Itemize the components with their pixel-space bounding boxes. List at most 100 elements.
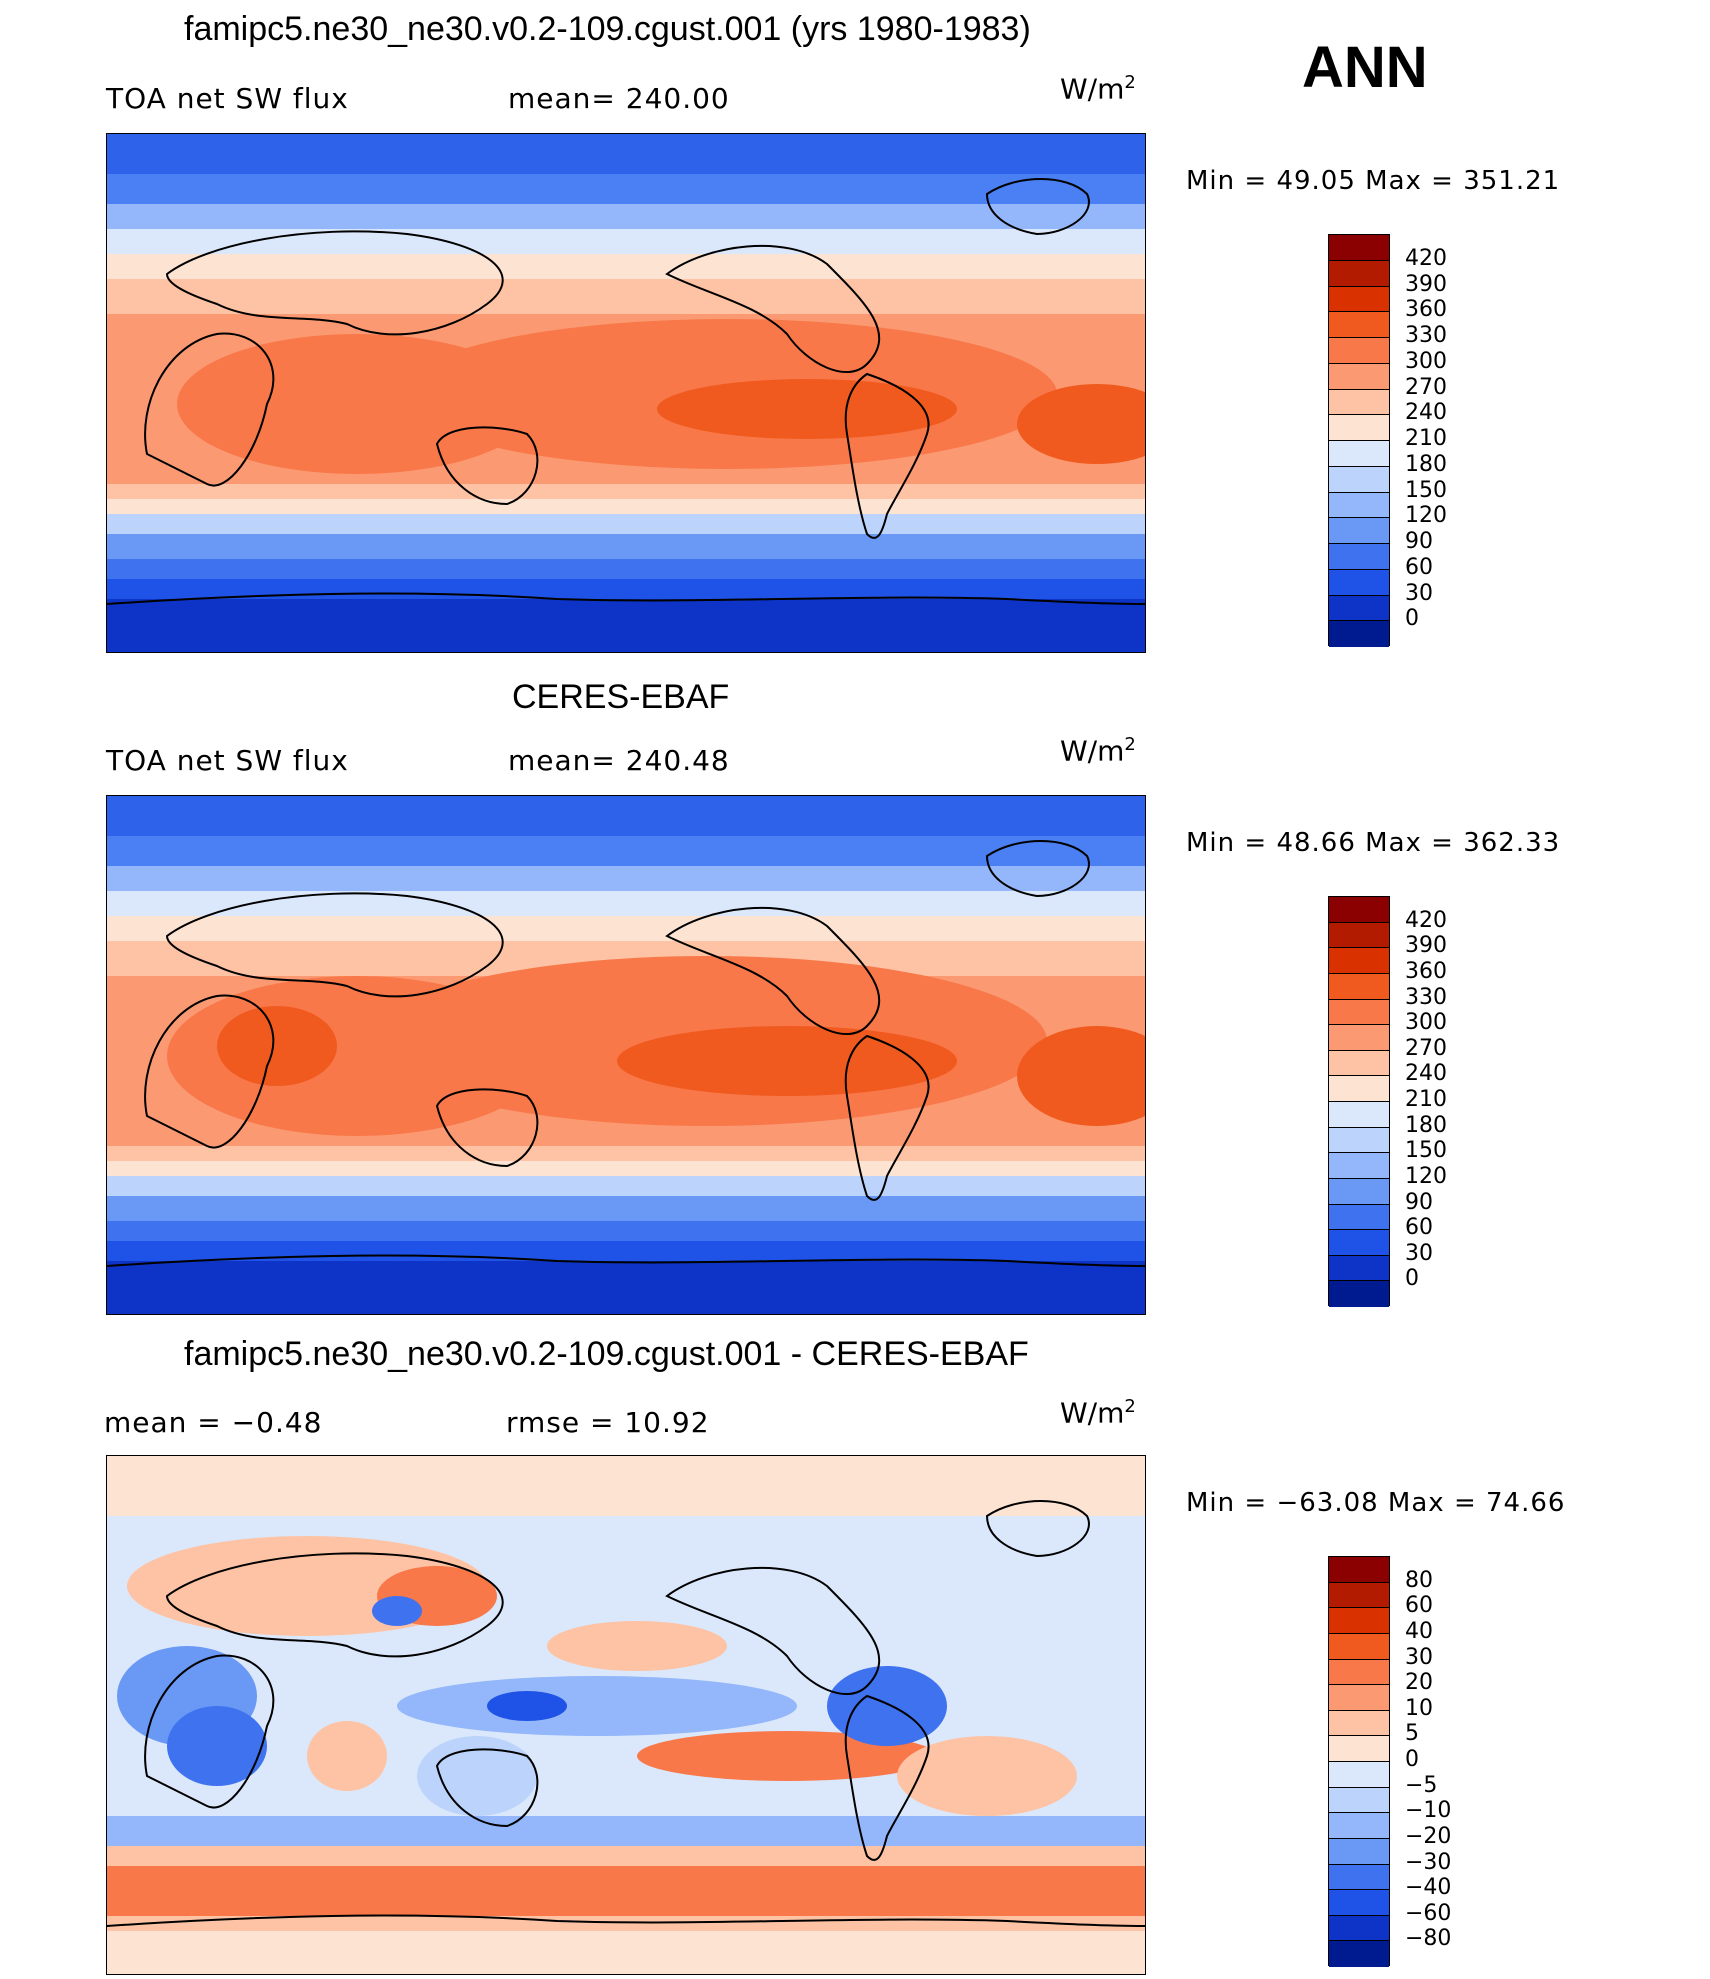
colorbar-swatch: [1329, 973, 1389, 1000]
colorbar-swatch: [1329, 1864, 1389, 1891]
panel2-minmax: Min = 48.66 Max = 362.33: [1186, 828, 1561, 858]
colorbar-tick-label: −10: [1405, 1798, 1452, 1824]
colorbar-tick-label: 30: [1405, 580, 1433, 606]
colorbar-swatch: [1329, 1787, 1389, 1814]
colorbar-tick-label: −5: [1405, 1772, 1438, 1798]
colorbar-swatch: [1329, 621, 1389, 647]
colorbar-tick-label: 300: [1405, 348, 1447, 374]
colorbar-tick-label: 330: [1405, 984, 1447, 1010]
colorbar-swatch: [1329, 595, 1389, 622]
colorbar-tick-label: 420: [1405, 245, 1447, 271]
colorbar-swatch: [1329, 1281, 1389, 1307]
panel3-minmax: Min = −63.08 Max = 74.66: [1186, 1488, 1566, 1518]
colorbar-tick-label: 240: [1405, 1061, 1447, 1087]
colorbar-swatch: [1329, 1710, 1389, 1737]
colorbar-swatch: [1329, 1890, 1389, 1916]
colorbar-tick-label: 60: [1405, 1593, 1433, 1619]
colorbar-tick-label: 120: [1405, 503, 1447, 529]
colorbar-tick-label: 80: [1405, 1567, 1433, 1593]
panel3-mean-label: mean = −0.48: [104, 1406, 323, 1439]
colorbar-tick-label: 270: [1405, 374, 1447, 400]
colorbar-swatch: [1329, 1915, 1389, 1942]
diff-title: famipc5.ne30_ne30.v0.2-109.cgust.001 - C…: [184, 1335, 1029, 1373]
colorbar-swatch: [1329, 897, 1389, 923]
colorbar-tick-label: 0: [1405, 606, 1419, 632]
colorbar-swatch: [1329, 312, 1389, 338]
colorbar-tick-label: 300: [1405, 1010, 1447, 1036]
colorbar-tick-label: 0: [1405, 1747, 1419, 1772]
colorbar-swatch: [1329, 1557, 1389, 1583]
panel2-mean-label: mean= 240.48: [508, 744, 730, 777]
colorbar-tick-label: −60: [1405, 1900, 1452, 1926]
panel3-map-svg: [107, 1456, 1145, 1974]
colorbar-swatch: [1329, 1204, 1389, 1231]
colorbar-swatch: [1329, 492, 1389, 519]
season-label: ANN: [1302, 35, 1428, 100]
colorbar-swatch: [1329, 466, 1389, 493]
colorbar-tick-label: −40: [1405, 1875, 1452, 1901]
panel1-colorbar: [1328, 234, 1390, 647]
colorbar-swatch: [1329, 235, 1389, 261]
colorbar-swatch: [1329, 999, 1389, 1026]
panel3-colorbar: [1328, 1556, 1390, 1967]
panel2-map-svg: [107, 796, 1145, 1314]
panel1-map-svg: [107, 134, 1145, 652]
colorbar-tick-label: 20: [1405, 1670, 1433, 1696]
colorbar-tick-label: 240: [1405, 400, 1447, 426]
colorbar-tick-label: 90: [1405, 529, 1433, 554]
colorbar-tick-label: 60: [1405, 1215, 1433, 1241]
colorbar-swatch: [1329, 1685, 1389, 1711]
panel1-units: W/m2: [1060, 72, 1136, 106]
colorbar-tick-label: 30: [1405, 1240, 1433, 1266]
colorbar-tick-label: 150: [1405, 1138, 1447, 1164]
colorbar-tick-label: 210: [1405, 1087, 1447, 1112]
colorbar-swatch: [1329, 518, 1389, 544]
colorbar-tick-label: 5: [1405, 1721, 1419, 1747]
colorbar-swatch: [1329, 286, 1389, 313]
colorbar-swatch: [1329, 1230, 1389, 1256]
colorbar-swatch: [1329, 1659, 1389, 1686]
colorbar-swatch: [1329, 1102, 1389, 1128]
model-title: famipc5.ne30_ne30.v0.2-109.cgust.001 (yr…: [184, 10, 1031, 48]
colorbar-tick-label: 270: [1405, 1035, 1447, 1061]
panel3-units: W/m2: [1060, 1396, 1136, 1430]
colorbar-tick-label: 90: [1405, 1189, 1433, 1215]
colorbar-swatch: [1329, 569, 1389, 596]
colorbar-swatch: [1329, 1025, 1389, 1051]
panel1-field-label: TOA net SW flux: [106, 82, 349, 115]
colorbar-swatch: [1329, 544, 1389, 570]
panel2-map: [106, 795, 1146, 1315]
colorbar-swatch: [1329, 1255, 1389, 1282]
colorbar-tick-label: 40: [1405, 1618, 1433, 1644]
colorbar-swatch: [1329, 1633, 1389, 1660]
panel1-minmax: Min = 49.05 Max = 351.21: [1186, 166, 1561, 196]
colorbar-tick-label: 360: [1405, 958, 1447, 984]
panel1-map: [106, 133, 1146, 653]
colorbar-swatch: [1329, 1127, 1389, 1154]
colorbar-swatch: [1329, 1582, 1389, 1609]
colorbar-swatch: [1329, 1178, 1389, 1205]
colorbar-swatch: [1329, 338, 1389, 364]
colorbar-swatch: [1329, 1838, 1389, 1865]
colorbar-tick-label: 360: [1405, 297, 1447, 323]
colorbar-swatch: [1329, 1153, 1389, 1179]
colorbar-swatch: [1329, 922, 1389, 949]
colorbar-swatch: [1329, 389, 1389, 416]
colorbar-swatch: [1329, 948, 1389, 974]
panel3-map: [106, 1455, 1146, 1975]
colorbar-tick-label: 0: [1405, 1266, 1419, 1292]
colorbar-swatch: [1329, 1941, 1389, 1967]
colorbar-swatch: [1329, 441, 1389, 467]
colorbar-tick-label: 330: [1405, 323, 1447, 348]
obs-title: CERES-EBAF: [512, 678, 730, 716]
colorbar-tick-label: 180: [1405, 451, 1447, 477]
colorbar-swatch: [1329, 1762, 1389, 1788]
colorbar-tick-label: 180: [1405, 1112, 1447, 1138]
colorbar-swatch: [1329, 1050, 1389, 1077]
panel2-field-label: TOA net SW flux: [106, 744, 349, 777]
colorbar-swatch: [1329, 1736, 1389, 1762]
panel1-mean-label: mean= 240.00: [508, 82, 730, 115]
colorbar-tick-label: −20: [1405, 1823, 1452, 1849]
colorbar-tick-label: 390: [1405, 933, 1447, 959]
colorbar-tick-label: 30: [1405, 1644, 1433, 1670]
